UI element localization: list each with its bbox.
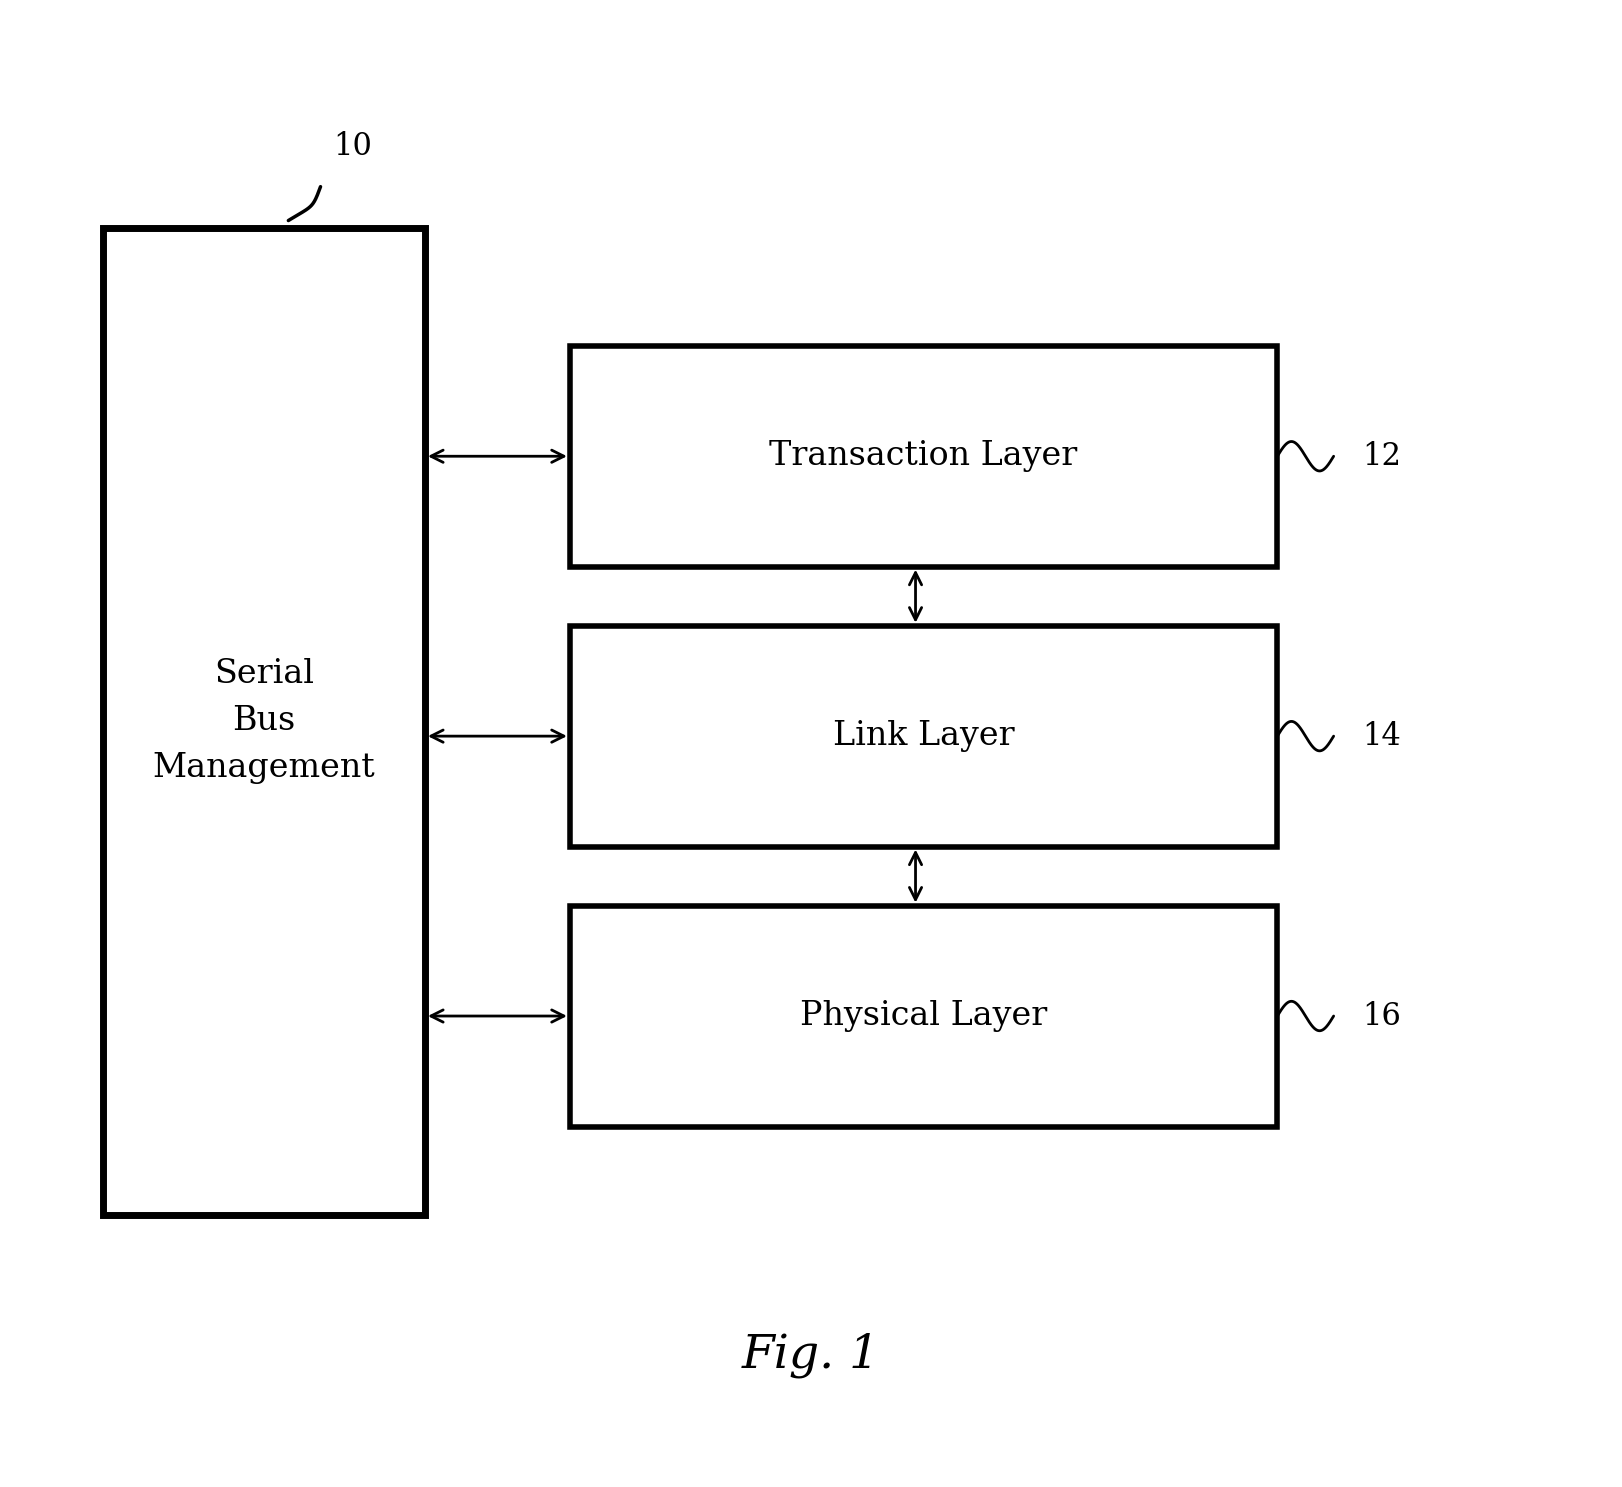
Bar	[104, 228, 425, 1215]
Text: Physical Layer: Physical Layer	[800, 1001, 1048, 1032]
Bar	[569, 346, 1278, 567]
Bar	[569, 906, 1278, 1127]
Text: Transaction Layer: Transaction Layer	[769, 440, 1077, 473]
Bar	[569, 626, 1278, 846]
Text: 14: 14	[1362, 721, 1401, 751]
Text: 12: 12	[1362, 440, 1401, 471]
Text: Link Layer: Link Layer	[832, 720, 1014, 752]
Text: 16: 16	[1362, 1001, 1401, 1032]
Text: 10: 10	[333, 131, 371, 162]
Text: Serial
Bus
Management: Serial Bus Management	[152, 659, 376, 785]
Text: Fig. 1: Fig. 1	[741, 1332, 881, 1377]
